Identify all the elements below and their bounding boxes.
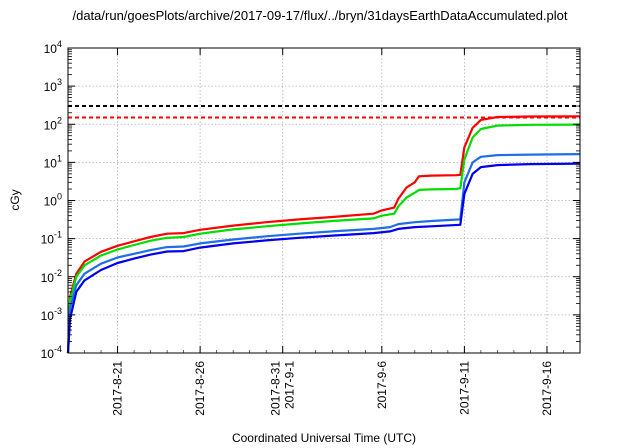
- y-tick-label: 101: [44, 153, 62, 170]
- x-axis-label: Coordinated Universal Time (UTC): [232, 431, 416, 445]
- x-tick-labels: 2017-8-21 2017-8-26 2017-8-31 2017-9-1 2017-…: [111, 361, 554, 416]
- series-line: [66, 115, 581, 354]
- x-tick-label: 2017-8-31: [269, 361, 283, 416]
- y-tick-label: 100: [44, 192, 62, 209]
- y-axis-label: cGy: [8, 189, 22, 210]
- grid-lines: [68, 48, 580, 353]
- threshold-lines: [68, 105, 580, 119]
- chart-title: /data/run/goesPlots/archive/2017-09-17/f…: [72, 8, 568, 23]
- axis-ticks: [67, 47, 581, 354]
- x-tick-label: 2017-8-21: [111, 361, 125, 416]
- y-tick-label: 10-2: [41, 268, 62, 285]
- x-tick-label: 2017-9-11: [457, 361, 471, 415]
- data-series: [66, 115, 581, 354]
- y-tick-label: 10-3: [41, 306, 62, 323]
- y-tick-label: 10-4: [41, 344, 62, 361]
- y-tick-label: 102: [44, 115, 62, 132]
- series-line: [66, 153, 581, 354]
- x-tick-label: 2017-9-1: [283, 361, 297, 409]
- y-tick-label: 10-1: [41, 230, 62, 247]
- y-tick-label: 104: [44, 39, 62, 56]
- x-tick-label: 2017-9-16: [540, 361, 554, 416]
- y-tick-label: 103: [44, 77, 62, 94]
- y-tick-labels: 10-4 10-3 10-2 10-1 100 101 102 103 104: [41, 39, 62, 361]
- x-tick-label: 2017-9-6: [375, 361, 389, 409]
- x-tick-label: 2017-8-26: [193, 361, 207, 416]
- series-line: [66, 162, 581, 354]
- series-line: [66, 123, 581, 354]
